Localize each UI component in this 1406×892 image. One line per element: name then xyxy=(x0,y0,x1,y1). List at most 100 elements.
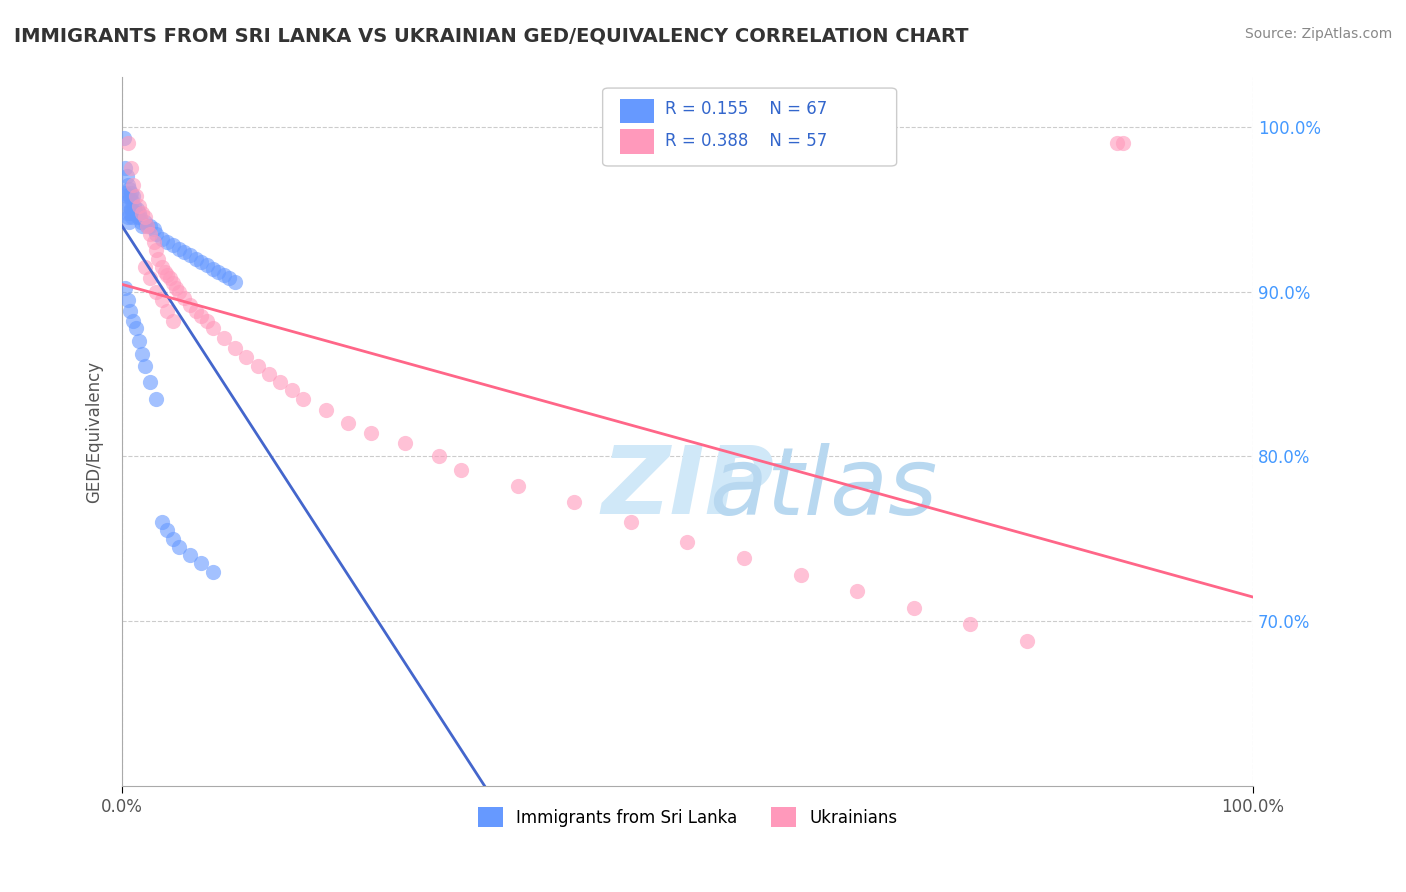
Point xyxy=(145,227,167,241)
Point xyxy=(212,268,235,282)
Point xyxy=(136,219,159,233)
Point xyxy=(733,551,755,566)
Point xyxy=(195,258,218,272)
Point xyxy=(190,557,212,571)
Point xyxy=(128,199,150,213)
Point xyxy=(115,169,138,184)
Point xyxy=(291,392,314,406)
Point xyxy=(122,314,145,328)
Point xyxy=(179,248,201,262)
Point xyxy=(131,219,153,233)
Point xyxy=(114,186,136,200)
Point xyxy=(167,285,190,299)
Point xyxy=(360,426,382,441)
Point xyxy=(179,298,201,312)
FancyBboxPatch shape xyxy=(620,99,654,123)
Point xyxy=(789,568,811,582)
Point xyxy=(846,584,869,599)
Point xyxy=(167,242,190,256)
Point xyxy=(118,205,141,219)
Point xyxy=(136,219,159,233)
Point xyxy=(128,205,150,219)
Point xyxy=(122,178,145,192)
Point xyxy=(1015,633,1038,648)
Point xyxy=(120,186,142,200)
Point xyxy=(125,202,148,217)
Point xyxy=(620,515,643,529)
Point xyxy=(118,215,141,229)
Point xyxy=(117,194,139,208)
Point xyxy=(903,600,925,615)
Point xyxy=(959,617,981,632)
Text: R = 0.388    N = 57: R = 0.388 N = 57 xyxy=(665,132,827,150)
Point xyxy=(159,271,181,285)
Point xyxy=(201,261,224,276)
Point xyxy=(115,205,138,219)
Point xyxy=(122,189,145,203)
Point xyxy=(128,334,150,348)
Point xyxy=(212,331,235,345)
Point xyxy=(150,515,173,529)
Point xyxy=(179,548,201,562)
Point xyxy=(150,260,173,274)
Point xyxy=(162,532,184,546)
Point xyxy=(173,245,195,260)
Point xyxy=(112,131,135,145)
Point xyxy=(118,189,141,203)
Point xyxy=(134,215,156,229)
Point xyxy=(676,535,699,549)
Point xyxy=(564,495,586,509)
Point xyxy=(156,524,179,538)
Point xyxy=(129,215,152,229)
Point xyxy=(394,436,416,450)
Point xyxy=(156,268,179,282)
Point xyxy=(124,321,146,335)
Point xyxy=(257,367,280,381)
FancyBboxPatch shape xyxy=(603,88,897,166)
Point xyxy=(129,211,152,225)
Point xyxy=(427,450,450,464)
Point xyxy=(162,314,184,328)
Point xyxy=(118,304,141,318)
Point xyxy=(139,227,162,241)
Point xyxy=(165,281,187,295)
Point xyxy=(156,235,179,249)
Point xyxy=(131,205,153,219)
Point xyxy=(184,304,207,318)
Point xyxy=(167,540,190,554)
Text: IMMIGRANTS FROM SRI LANKA VS UKRAINIAN GED/EQUIVALENCY CORRELATION CHART: IMMIGRANTS FROM SRI LANKA VS UKRAINIAN G… xyxy=(14,27,969,45)
Text: ZIP: ZIP xyxy=(600,442,773,534)
Point xyxy=(195,314,218,328)
Point xyxy=(269,375,291,389)
Point xyxy=(142,222,165,236)
Point xyxy=(114,281,136,295)
Point xyxy=(280,384,302,398)
Point xyxy=(235,351,257,365)
Point xyxy=(153,265,176,279)
Point xyxy=(450,462,472,476)
Point xyxy=(1107,136,1129,151)
Point xyxy=(139,219,162,233)
Point xyxy=(124,205,146,219)
Point xyxy=(134,260,156,274)
Point xyxy=(118,199,141,213)
Point xyxy=(150,293,173,307)
Text: atlas: atlas xyxy=(709,442,938,533)
Point xyxy=(201,565,224,579)
Y-axis label: GED/Equivalency: GED/Equivalency xyxy=(86,360,103,503)
Point xyxy=(120,202,142,217)
Point xyxy=(115,189,138,203)
Point xyxy=(246,359,269,373)
Point xyxy=(506,479,529,493)
Point xyxy=(145,392,167,406)
Point xyxy=(121,194,143,208)
Point xyxy=(224,341,246,355)
FancyBboxPatch shape xyxy=(620,129,654,154)
Point xyxy=(315,403,337,417)
Point xyxy=(139,375,162,389)
Point xyxy=(201,321,224,335)
Point xyxy=(117,136,139,151)
Text: Source: ZipAtlas.com: Source: ZipAtlas.com xyxy=(1244,27,1392,41)
Point xyxy=(117,293,139,307)
Point xyxy=(118,182,141,196)
